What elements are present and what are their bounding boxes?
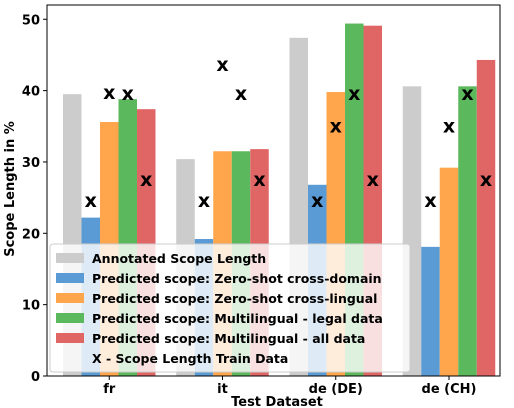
- legend-label-1: Predicted scope: Zero-shot cross-domain: [92, 271, 382, 286]
- train-marker-4-2: x: [367, 169, 379, 191]
- bar-2-3: [439, 167, 459, 376]
- train-marker-1-1: x: [198, 190, 210, 212]
- train-marker-1-3: x: [424, 190, 436, 212]
- train-marker-2-0: x: [103, 82, 115, 104]
- x-tick-label-0: fr: [103, 382, 116, 397]
- legend-label-train: X - Scope Length Train Data: [92, 351, 288, 366]
- y-tick-label-50: 50: [22, 13, 40, 28]
- x-tick-label-1: it: [217, 382, 228, 397]
- y-axis-label: Scope Length in %: [3, 121, 18, 257]
- x-tick-label-2: de (DE): [309, 382, 363, 397]
- y-tick-label-20: 20: [22, 227, 40, 242]
- train-marker-4-1: x: [253, 169, 265, 191]
- bar-1-3: [421, 246, 440, 376]
- train-marker-1-2: x: [311, 190, 323, 212]
- x-tick-label-3: de (CH): [422, 382, 477, 397]
- legend-swatch-1: [56, 273, 84, 283]
- bar-4-3: [476, 59, 496, 376]
- train-marker-2-3: x: [443, 115, 455, 137]
- train-marker-4-0: x: [140, 169, 152, 191]
- legend-swatch-3: [56, 313, 84, 323]
- legend-swatch-0: [56, 253, 84, 263]
- train-marker-2-1: x: [216, 54, 228, 76]
- bar-3-3: [458, 86, 477, 376]
- y-tick-label-40: 40: [22, 85, 40, 100]
- x-axis-label: Test Dataset: [231, 395, 323, 408]
- legend-swatch-2: [56, 293, 84, 303]
- train-marker-2-2: x: [330, 115, 342, 137]
- legend: Annotated Scope Length Predicted scope: Z…: [49, 243, 411, 373]
- y-tick-label-0: 0: [31, 370, 40, 385]
- legend-box: [49, 243, 411, 373]
- train-marker-3-0: x: [122, 83, 134, 105]
- train-marker-4-3: x: [480, 169, 492, 191]
- axes: 0 10 20 30 40 50 fr it de (DE) de (CH): [22, 4, 501, 397]
- legend-label-2: Predicted scope: Zero-shot cross-lingual: [92, 291, 377, 306]
- legend-label-3: Predicted scope: Multilingual - legal da…: [92, 311, 383, 326]
- train-marker-1-0: x: [85, 190, 97, 212]
- legend-label-4: Predicted scope: Multilingual - all data: [92, 331, 365, 346]
- plot-frame: [46, 4, 501, 377]
- legend-swatch-4: [56, 333, 84, 343]
- y-tick-label-30: 30: [22, 156, 40, 171]
- legend-label-0: Annotated Scope Length: [92, 251, 266, 266]
- train-marker-3-1: x: [235, 83, 247, 105]
- y-tick-label-10: 10: [22, 299, 40, 314]
- train-marker-3-3: x: [461, 83, 473, 105]
- train-marker-3-2: x: [348, 83, 360, 105]
